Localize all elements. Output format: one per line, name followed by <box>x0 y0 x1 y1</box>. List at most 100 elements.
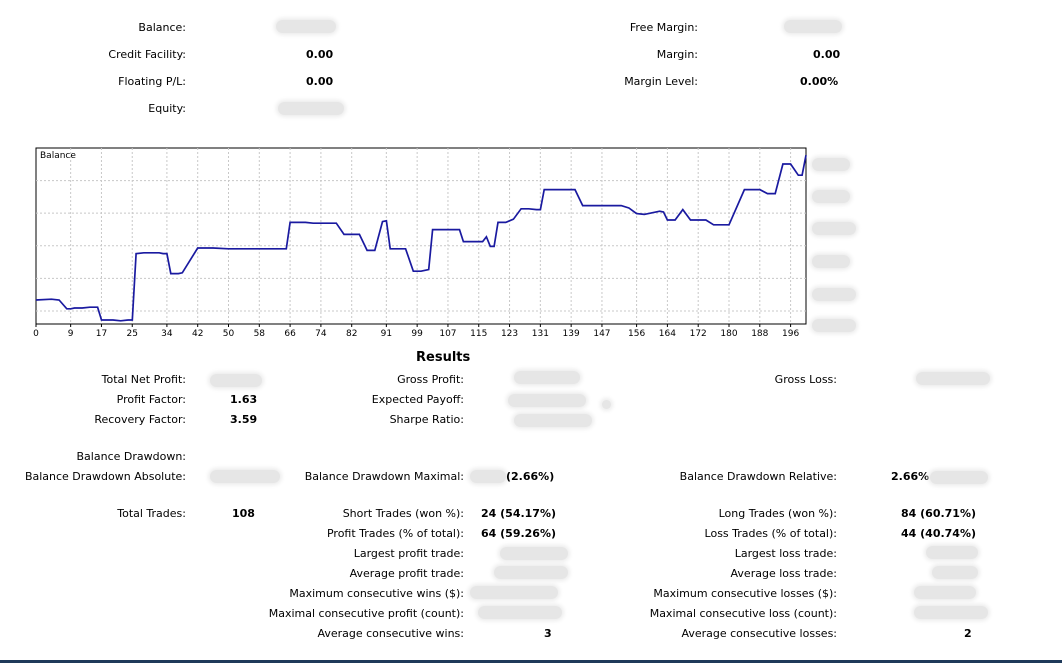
sharpe-ratio-label: Sharpe Ratio: <box>389 413 464 426</box>
long-trades-label: Long Trades (won %): <box>718 507 837 520</box>
average-loss-trade-label: Average loss trade: <box>730 567 837 580</box>
x-tick-label: 0 <box>33 329 39 339</box>
y-tick-redacted <box>812 288 856 301</box>
balance-drawdown-relative-label: Balance Drawdown Relative: <box>679 470 837 483</box>
balance-drawdown-maximal-redacted <box>470 470 506 483</box>
maximal-consecutive-loss-redacted <box>914 606 988 619</box>
x-tick-label: 172 <box>690 329 707 339</box>
y-tick-redacted <box>812 190 850 203</box>
margin-level-label: Margin Level: <box>624 75 698 88</box>
max-consecutive-wins-redacted <box>470 586 558 599</box>
short-trades-label: Short Trades (won %): <box>342 507 464 520</box>
loss-trades-value: 44 (40.74%) <box>901 527 977 540</box>
margin-value: 0.00 <box>813 48 841 61</box>
credit-facility-label: Credit Facility: <box>108 48 186 61</box>
maximal-consecutive-loss-label: Maximal consecutive loss (count): <box>649 607 837 620</box>
balance-label: Balance: <box>138 21 186 34</box>
x-tick-label: 180 <box>720 329 737 339</box>
x-tick-label: 123 <box>501 329 518 339</box>
average-loss-trade-redacted <box>932 566 978 579</box>
floating-pl-value: 0.00 <box>306 75 334 88</box>
loss-trades-label: Loss Trades (% of total): <box>704 527 837 540</box>
x-tick-label: 34 <box>161 329 173 339</box>
x-tick-label: 99 <box>411 329 423 339</box>
margin-label: Margin: <box>656 48 698 61</box>
x-tick-label: 196 <box>782 329 799 339</box>
average-consecutive-losses-value: 2 <box>964 627 972 640</box>
x-tick-label: 147 <box>593 329 610 339</box>
window-bottom-border <box>0 660 1062 663</box>
profit-factor-value: 1.63 <box>230 393 258 406</box>
largest-profit-trade-redacted <box>500 547 568 560</box>
margin-level-value: 0.00% <box>800 75 839 88</box>
recovery-factor-value: 3.59 <box>230 413 258 426</box>
maximal-consecutive-profit-label: Maximal consecutive profit (count): <box>268 607 464 620</box>
x-tick-label: 9 <box>68 329 74 339</box>
floating-pl-label: Floating P/L: <box>118 75 186 88</box>
chart-title: Balance <box>40 151 76 161</box>
balance-drawdown-absolute-label: Balance Drawdown Absolute: <box>24 470 186 483</box>
profit-factor-label: Profit Factor: <box>116 393 186 406</box>
max-consecutive-losses-label: Maximum consecutive losses ($): <box>653 587 837 600</box>
x-tick-label: 131 <box>532 329 549 339</box>
largest-loss-trade-label: Largest loss trade: <box>734 547 837 560</box>
y-tick-redacted <box>812 222 856 235</box>
maximal-consecutive-profit-redacted <box>478 606 562 619</box>
expected-payoff-redacted-dot <box>602 400 611 409</box>
balance-series-line <box>35 155 807 322</box>
x-tick-label: 164 <box>659 329 676 339</box>
average-profit-trade-redacted <box>494 566 568 579</box>
x-tick-label: 156 <box>628 329 645 339</box>
largest-profit-trade-label: Largest profit trade: <box>353 547 464 560</box>
max-consecutive-losses-redacted <box>914 586 976 599</box>
x-tick-label: 91 <box>381 329 392 339</box>
free-margin-value-redacted <box>784 20 842 33</box>
sharpe-ratio-redacted <box>514 414 592 427</box>
average-consecutive-wins-value: 3 <box>544 627 552 640</box>
short-trades-value: 24 (54.17%) <box>481 507 557 520</box>
profit-trades-value: 64 (59.26%) <box>481 527 557 540</box>
y-tick-redacted <box>812 319 856 332</box>
balance-drawdown-maximal-label: Balance Drawdown Maximal: <box>304 470 464 483</box>
x-tick-label: 82 <box>346 329 357 339</box>
balance-drawdown-label: Balance Drawdown: <box>76 450 186 463</box>
x-tick-label: 66 <box>284 329 296 339</box>
x-tick-label: 74 <box>315 329 327 339</box>
chart-frame <box>35 147 807 325</box>
balance-drawdown-maximal-value: (2.66%) <box>506 470 555 483</box>
average-profit-trade-label: Average profit trade: <box>349 567 464 580</box>
credit-facility-value: 0.00 <box>306 48 334 61</box>
balance-drawdown-relative-redacted <box>930 471 988 484</box>
gross-profit-label: Gross Profit: <box>397 373 464 386</box>
gross-loss-redacted <box>916 372 990 385</box>
x-tick-label: 50 <box>223 329 235 339</box>
expected-payoff-redacted <box>508 394 586 407</box>
long-trades-value: 84 (60.71%) <box>901 507 977 520</box>
largest-loss-trade-redacted <box>926 546 978 559</box>
x-tick-label: 42 <box>192 329 203 339</box>
balance-drawdown-relative-value: 2.66% <box>891 470 930 483</box>
free-margin-label: Free Margin: <box>629 21 698 34</box>
gross-loss-label: Gross Loss: <box>774 373 837 386</box>
x-tick-label: 115 <box>470 329 487 339</box>
gross-profit-redacted <box>514 371 580 384</box>
expected-payoff-label: Expected Payoff: <box>371 393 464 406</box>
results-title: Results <box>416 350 471 365</box>
average-consecutive-wins-label: Average consecutive wins: <box>317 627 464 640</box>
equity-value-redacted <box>278 102 344 115</box>
x-tick-label: 107 <box>439 329 456 339</box>
y-tick-redacted <box>812 158 850 171</box>
balance-chart: 0 9 17 25 34 42 50 58 66 74 82 91 99 107 115 123 131 139 1… <box>33 147 807 339</box>
equity-label: Equity: <box>148 102 186 115</box>
x-tick-label: 25 <box>127 329 138 339</box>
profit-trades-label: Profit Trades (% of total): <box>326 527 464 540</box>
total-net-profit-label: Total Net Profit: <box>101 373 186 386</box>
x-tick-label: 139 <box>563 329 580 339</box>
recovery-factor-label: Recovery Factor: <box>94 413 186 426</box>
max-consecutive-wins-label: Maximum consecutive wins ($): <box>289 587 464 600</box>
total-trades-value: 108 <box>232 507 255 520</box>
x-tick-label: 58 <box>254 329 266 339</box>
balance-value-redacted <box>276 20 336 33</box>
x-tick-label: 188 <box>751 329 768 339</box>
x-tick-label: 17 <box>96 329 107 339</box>
